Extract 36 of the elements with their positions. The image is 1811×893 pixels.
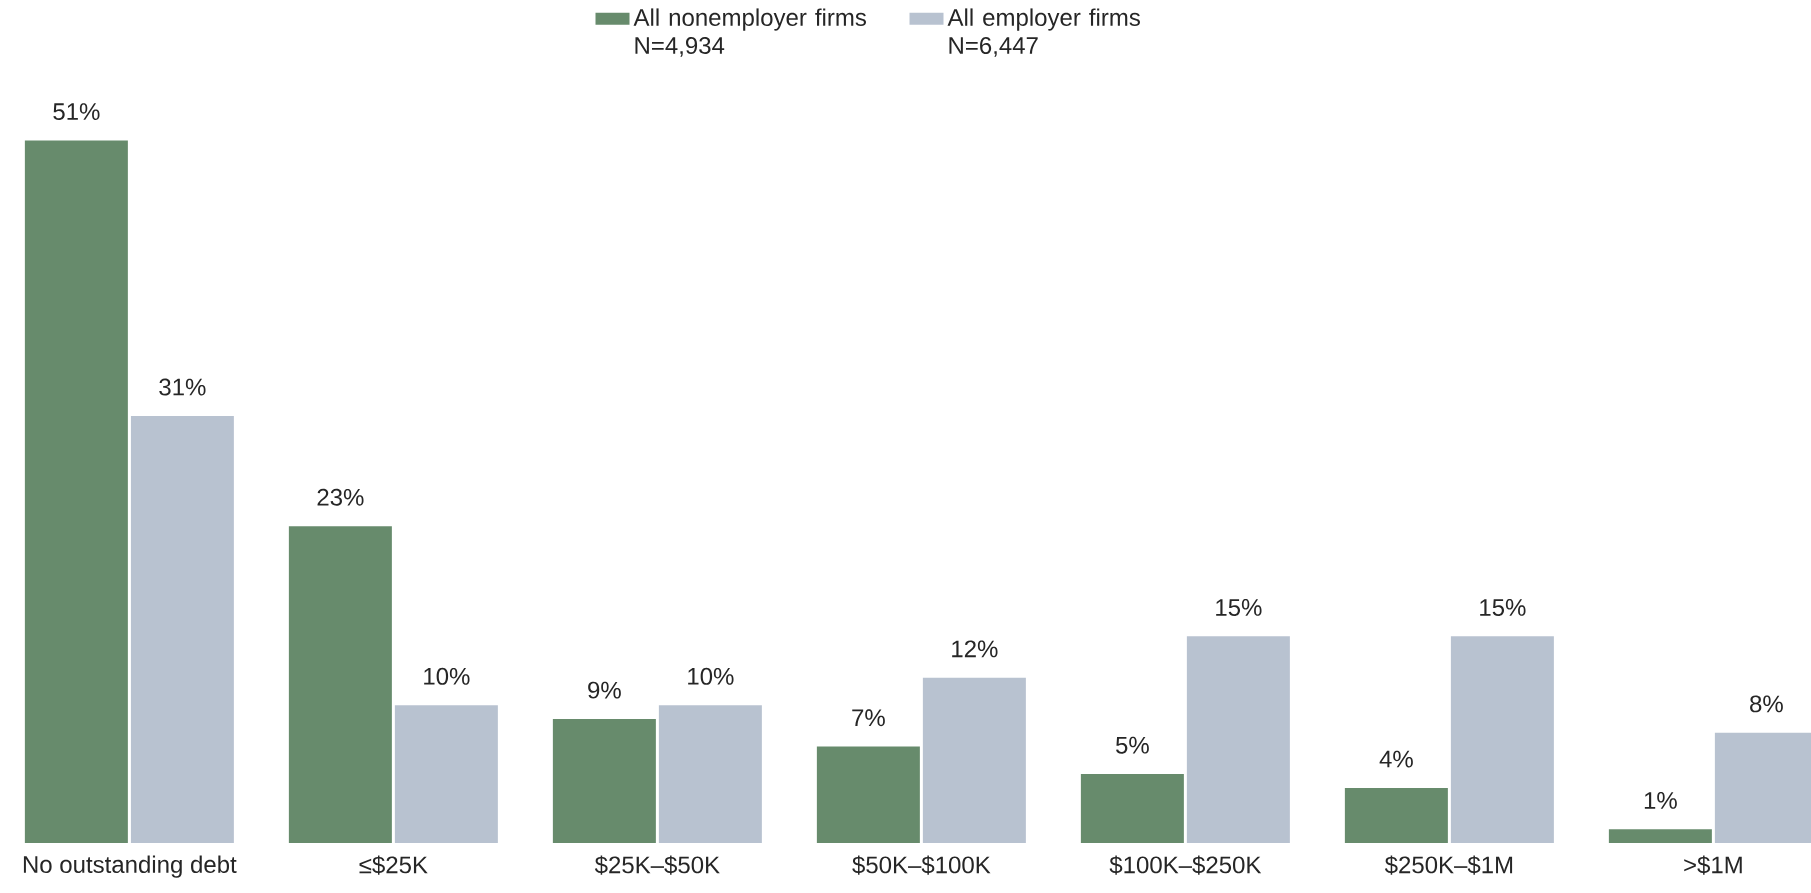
data-label: 31% — [159, 378, 206, 396]
bar — [130, 415, 234, 843]
bar — [288, 526, 392, 843]
bar — [658, 705, 762, 843]
legend-label: All nonemployer firms N=4,934 — [633, 8, 866, 57]
bar — [1608, 829, 1712, 843]
data-label: 12% — [952, 640, 998, 658]
bar — [1186, 636, 1290, 843]
bar — [552, 719, 656, 843]
x-tick-label: >$1M — [1684, 855, 1742, 875]
legend-label: All employer firms N=6,447 — [947, 8, 1140, 57]
bar — [1080, 774, 1184, 843]
x-tick-label: $100K–$250K — [1109, 855, 1262, 875]
data-label: 15% — [1480, 599, 1526, 616]
data-label: 51% — [53, 103, 100, 121]
bar — [1450, 636, 1554, 843]
x-tick-label: No outstanding debt — [23, 855, 237, 878]
data-label: 1% — [1644, 792, 1677, 809]
data-label: 10% — [424, 667, 470, 685]
bar — [394, 705, 498, 843]
bar — [816, 746, 920, 843]
data-label: 10% — [688, 667, 734, 685]
bar — [1344, 787, 1448, 843]
data-label: 9% — [588, 681, 621, 699]
data-label: 7% — [852, 709, 885, 727]
data-label: 5% — [1116, 736, 1149, 754]
bar — [24, 140, 128, 843]
x-tick-label: $250K–$1M — [1384, 855, 1513, 875]
data-label: 4% — [1379, 750, 1413, 768]
bar — [922, 677, 1026, 843]
data-label: 23% — [317, 488, 364, 506]
data-label: 8% — [1750, 695, 1783, 713]
x-tick-label: $50K–$100K — [852, 855, 991, 875]
x-tick-label: ≤$25K — [359, 855, 428, 875]
data-label: 15% — [1216, 599, 1262, 616]
x-tick-label: $25K–$50K — [594, 855, 720, 875]
